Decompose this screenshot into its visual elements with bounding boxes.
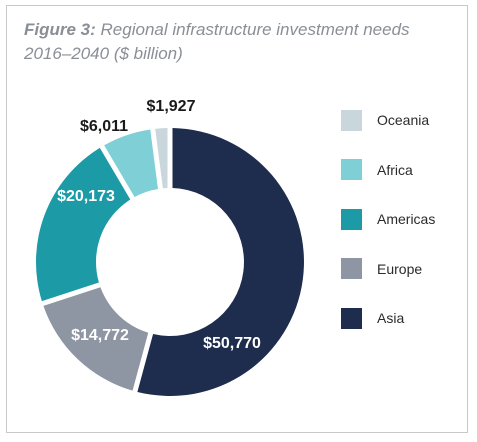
slice-asia xyxy=(137,128,304,396)
legend-item-asia: Asia xyxy=(341,307,471,329)
legend-label-americas: Americas xyxy=(377,211,436,227)
legend-label-oceania: Oceania xyxy=(377,112,430,128)
chart-legend: Oceania Africa Americas Europe Asia xyxy=(341,109,471,358)
legend-swatch-asia xyxy=(341,307,362,329)
slice-oceania xyxy=(155,128,168,189)
legend-swatch-europe xyxy=(341,258,362,279)
legend-label-europe: Europe xyxy=(377,260,423,277)
title-line-1: Regional infrastructure investment needs xyxy=(100,20,410,39)
data-label-europe: $14,772 xyxy=(71,327,129,344)
legend-item-americas: Americas xyxy=(341,208,471,230)
slice-europe xyxy=(43,287,149,391)
data-label-americas: $20,173 xyxy=(57,188,115,205)
data-label-africa: $6,011 xyxy=(80,118,128,135)
data-label-asia: $50,770 xyxy=(203,335,261,352)
legend-item-europe: Europe xyxy=(341,258,471,279)
title-line-2: 2016–2040 ($ billion) xyxy=(24,44,183,63)
chart-title: Figure 3: Regional infrastructure invest… xyxy=(24,18,444,66)
legend-swatch-oceania xyxy=(341,109,362,131)
legend-label-asia: Asia xyxy=(377,310,405,326)
slice-americas xyxy=(36,147,131,302)
legend-label-africa: Africa xyxy=(377,161,413,178)
data-label-oceania: $1,927 xyxy=(147,98,196,115)
legend-item-oceania: Oceania xyxy=(341,109,471,131)
slice-africa xyxy=(104,129,158,198)
figure-label: Figure 3: xyxy=(24,20,96,39)
legend-item-africa: Africa xyxy=(341,159,471,180)
legend-swatch-americas xyxy=(341,208,362,230)
legend-swatch-africa xyxy=(341,159,362,180)
